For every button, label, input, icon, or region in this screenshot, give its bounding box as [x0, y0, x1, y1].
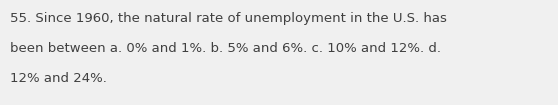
Text: been between a. 0% and 1%. b. 5% and 6%. c. 10% and 12%. d.: been between a. 0% and 1%. b. 5% and 6%.… — [10, 42, 441, 55]
Text: 12% and 24%.: 12% and 24%. — [10, 72, 107, 85]
Text: 55. Since 1960, the natural rate of unemployment in the U.S. has: 55. Since 1960, the natural rate of unem… — [10, 12, 447, 25]
